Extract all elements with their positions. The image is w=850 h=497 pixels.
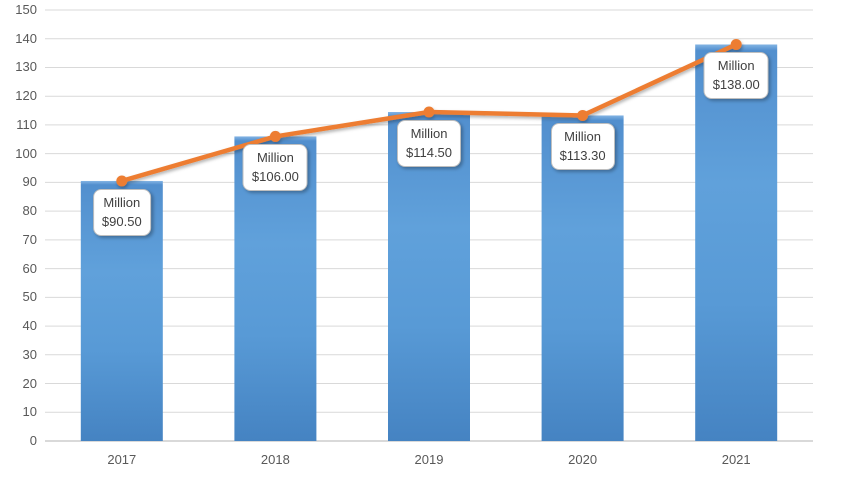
data-label-unit: Million	[256, 150, 294, 166]
y-tick-label-60: 60	[22, 260, 37, 276]
data-label-value: $106.00	[251, 169, 299, 185]
y-tick-label-20: 20	[22, 375, 37, 391]
line-marker-2021	[730, 38, 742, 50]
y-tick-label-50: 50	[22, 289, 37, 305]
data-label-2021: Million $138.00	[703, 52, 769, 100]
x-tick-label-2019: 2019	[414, 452, 444, 467]
y-tick-label-0: 0	[29, 433, 37, 448]
y-tick-label-140: 140	[15, 30, 37, 46]
data-label-value: $114.50	[405, 145, 453, 160]
data-label-value: $138.00	[712, 77, 760, 93]
data-label-2019: Million $114.50	[396, 120, 462, 167]
x-tick-label-2021: 2021	[721, 452, 751, 467]
line-marker-2017	[116, 175, 128, 187]
line-marker-2018	[269, 130, 281, 142]
x-tick-label-2018: 2018	[260, 452, 290, 467]
x-tick-label-2017: 2017	[107, 452, 137, 467]
line-series-group	[116, 38, 742, 187]
data-label-unit: Million	[103, 194, 141, 210]
data-label-value: $90.50	[101, 213, 142, 229]
bar-2021	[695, 44, 778, 441]
data-label-unit: Million	[717, 58, 755, 74]
y-tick-label-40: 40	[22, 318, 37, 334]
y-tick-label-80: 80	[22, 203, 37, 219]
y-tick-label-100: 100	[15, 145, 37, 161]
data-label-2020: Million $113.30	[550, 123, 615, 171]
y-tick-label-10: 10	[22, 404, 37, 420]
y-tick-label-30: 30	[22, 346, 37, 362]
x-tick-label-2020: 2020	[568, 452, 598, 467]
data-label-unit: Million	[564, 129, 602, 145]
y-tick-label-120: 120	[15, 88, 37, 104]
y-tick-label-110: 110	[16, 116, 37, 132]
y-tick-label-90: 90	[22, 174, 37, 190]
y-tick-label-150: 150	[15, 2, 37, 17]
line-marker-2019	[423, 106, 435, 118]
data-label-2018: Million $106.00	[242, 144, 308, 192]
data-label-2017: Million $90.50	[92, 188, 151, 236]
y-tick-label-70: 70	[22, 231, 37, 247]
y-tick-label-130: 130	[15, 59, 37, 75]
data-label-unit: Million	[410, 126, 448, 141]
data-label-value: $113.30	[559, 148, 606, 164]
line-marker-2020	[577, 109, 589, 121]
